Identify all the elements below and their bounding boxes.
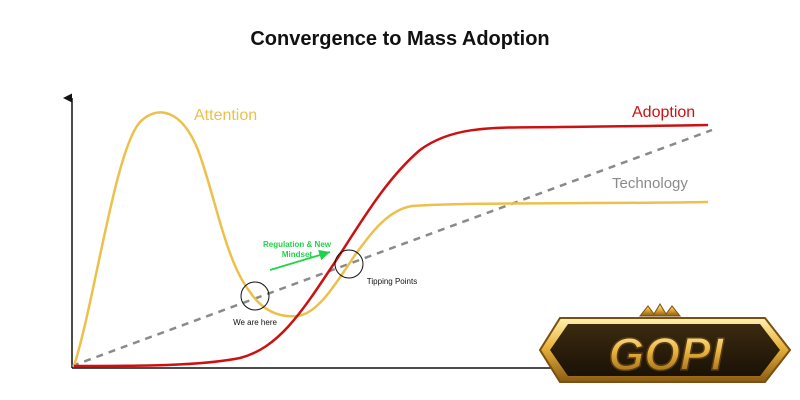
gopi-logo: GOPI (538, 303, 792, 383)
adoption-curve (73, 123, 709, 368)
tipping-points-label: Tipping Points (367, 277, 417, 286)
attention-label: Attention (194, 107, 257, 124)
adoption-label: Adoption (632, 104, 695, 121)
attention-curve (72, 111, 709, 367)
we-are-here-circle (240, 281, 270, 311)
regulation-arrow (269, 249, 331, 271)
gopi-logo-text: GOPI (608, 328, 724, 380)
regulation-label-line1: Regulation & New (263, 240, 332, 249)
chart-title: Convergence to Mass Adoption (250, 28, 550, 50)
technology-line (71, 128, 713, 368)
we-are-here-label: We are here (233, 318, 277, 327)
technology-label: Technology (612, 175, 688, 192)
tipping-point-circle (334, 249, 364, 279)
regulation-label-line2: Mindset (282, 250, 313, 259)
